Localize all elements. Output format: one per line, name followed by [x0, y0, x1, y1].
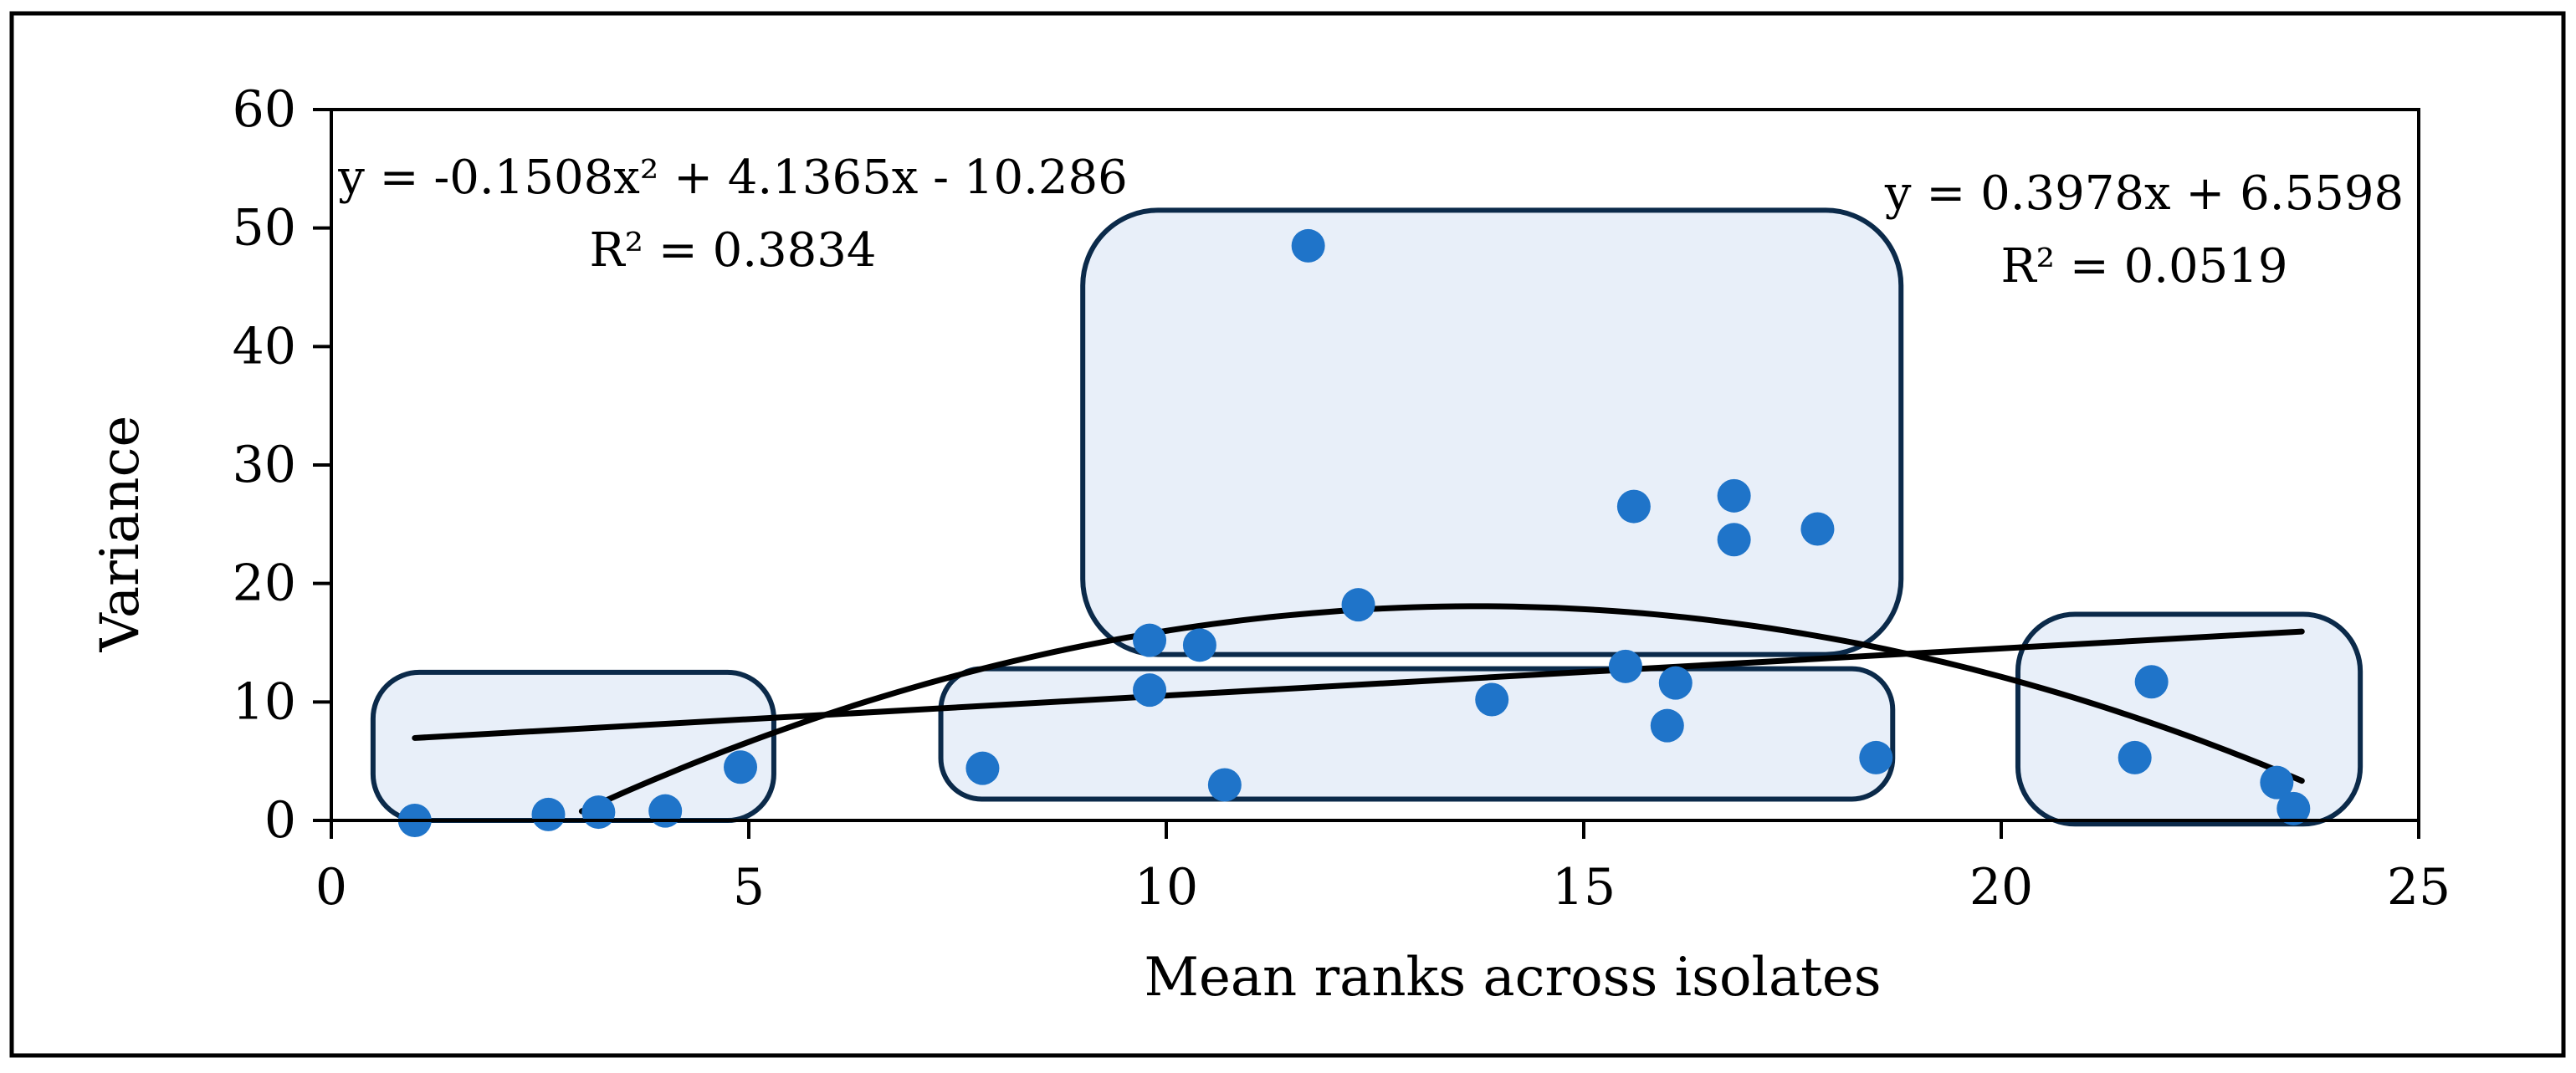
y-tick-label: 0: [264, 791, 296, 850]
data-point: [1207, 768, 1242, 802]
data-point: [1859, 740, 1893, 774]
data-point: [2134, 665, 2169, 699]
linear-trendline-equation: y = 0.3978x + 6.5598: [1884, 166, 2404, 221]
x-axis-title: Mean ranks across isolates: [1144, 947, 1881, 1009]
x-tick-label: 15: [1552, 858, 1616, 917]
y-tick-label: 50: [233, 199, 296, 258]
data-point: [581, 795, 616, 830]
data-point: [1182, 628, 1216, 662]
y-tick-label: 60: [233, 80, 296, 139]
data-point: [1616, 489, 1651, 524]
poly-trendline-equation: y = -0.1508x² + 4.1365x - 10.286: [337, 151, 1128, 205]
x-tick-label: 5: [733, 858, 765, 917]
y-tick-label: 40: [233, 317, 296, 376]
trendlines-layer: [412, 603, 2305, 815]
x-tick-label: 10: [1134, 858, 1198, 917]
linear-trendline-r-squared: R² = 0.0519: [2000, 239, 2287, 294]
x-tick-label: 0: [315, 858, 347, 917]
y-tick-label: 20: [233, 554, 296, 613]
y-tick-label: 10: [233, 672, 296, 731]
x-tick-label: 20: [1969, 858, 2033, 917]
data-point: [1658, 666, 1693, 700]
data-point: [1800, 512, 1835, 546]
group-low-ranks: [370, 669, 776, 824]
data-point: [2260, 765, 2294, 800]
y-tick-label: 30: [233, 436, 296, 494]
group-mid-low-variance: [938, 666, 1896, 802]
data-point: [1717, 523, 1751, 557]
linear-trendline: [412, 628, 2305, 741]
data-point: [965, 751, 1000, 785]
poly-trendline-r-squared: R² = 0.3834: [589, 223, 876, 278]
x-tick-label: 25: [2387, 858, 2451, 917]
y-axis-title: Variance: [90, 416, 151, 653]
group-mid-high-variance: [1080, 207, 1904, 657]
data-point: [1650, 708, 1684, 743]
data-point: [1341, 588, 1375, 622]
data-point: [2118, 740, 2152, 774]
data-point: [1291, 228, 1325, 263]
data-point: [1608, 649, 1642, 683]
data-point: [531, 797, 566, 831]
data-point: [1133, 673, 1167, 708]
data-point: [1475, 682, 1509, 717]
data-point: [2276, 791, 2311, 825]
y-axis: 0 10 20 30 40 50 60: [233, 80, 331, 850]
data-point: [1133, 623, 1167, 657]
data-point: [1717, 478, 1751, 513]
polynomial-trendline: [578, 603, 2305, 815]
data-point: [648, 794, 683, 828]
x-axis: 0 5 10 15 20 25: [315, 820, 2451, 917]
groups-layer: [370, 207, 2363, 827]
data-point: [724, 750, 758, 784]
